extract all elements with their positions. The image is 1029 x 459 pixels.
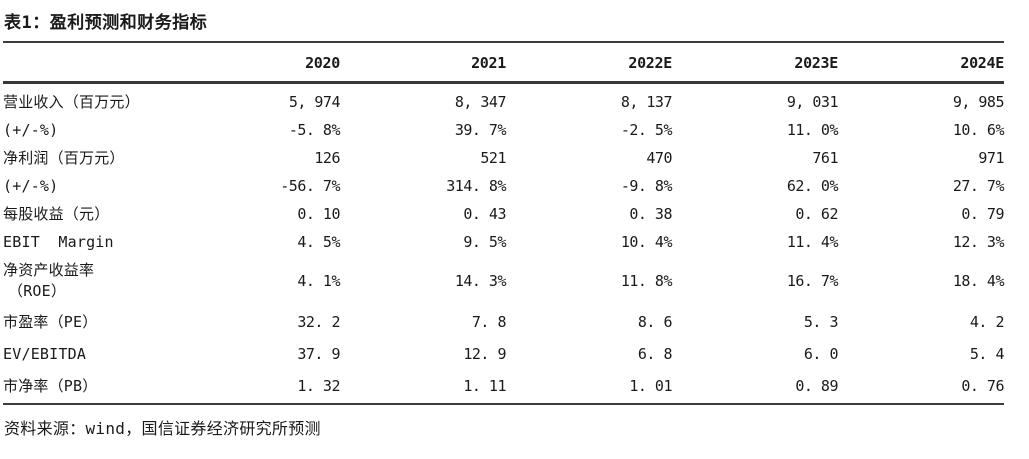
cell-value: 11. 0% [786, 121, 839, 139]
row-label: 营业收入（百万元） [3, 83, 174, 117]
financial-table-wrap: 2020 2021 2022E 2023E 2024E 营业收入（百万元） 5,… [3, 41, 1005, 405]
row-label: 市净率（PB） [3, 370, 174, 405]
row-label: EV/EBITDA [3, 338, 174, 370]
cell-value: 0. 76 [838, 370, 1005, 405]
table-row: EV/EBITDA 37. 9 12. 9 6. 8 6. 0 5. 4 [3, 338, 1005, 370]
cell-value: 1. 11 [340, 370, 507, 405]
table-row: (+/-%) -5. 8% 39. 7% -2. 5% 11. 0% 10. 6… [3, 116, 1005, 144]
cell-value: 9, 031 [786, 93, 839, 111]
cell-value: 4. 5% [297, 233, 340, 251]
cell-value: 0. 38 [629, 205, 672, 223]
table-header: 2020 2021 2022E 2023E 2024E [3, 43, 1004, 84]
cell-value: 0. 79 [961, 205, 1004, 223]
cell-value: 8, 347 [454, 93, 507, 111]
row-label-line1: EV/EBITDA [3, 345, 87, 363]
cell-value: 11. 4% [786, 233, 839, 251]
row-label-line1: (+/-%) [3, 121, 59, 139]
cell-value: 521 [480, 149, 506, 167]
cell-value: 4. 1% [297, 272, 340, 290]
source-note: 资料来源：wind，国信证券经济研究所预测 [4, 419, 321, 438]
cell-value: 62. 0% [786, 177, 839, 195]
row-label: 净利润（百万元） [3, 144, 174, 172]
cell-value: 0. 43 [463, 205, 506, 223]
cell-value: 37. 9 [297, 345, 340, 363]
row-label-line1: 营业收入（百万元） [3, 93, 140, 111]
cell-value: 8. 6 [637, 313, 673, 331]
table-row: 市盈率（PE） 32. 2 7. 8 8. 6 5. 3 4. 2 [3, 306, 1005, 338]
cell-value: 10. 4% [620, 233, 673, 251]
table-body: 营业收入（百万元） 5, 974 8, 347 8, 137 9, 031 9,… [3, 83, 1005, 405]
cell-value: 1. 01 [506, 370, 673, 405]
year-col-header: 2024E [838, 43, 1004, 84]
cell-value: 971 [978, 149, 1004, 167]
header-row: 2020 2021 2022E 2023E 2024E [3, 43, 1004, 84]
cell-value: 10. 6% [952, 121, 1005, 139]
row-label: (+/-%) [3, 116, 174, 144]
table-row: 营业收入（百万元） 5, 974 8, 347 8, 137 9, 031 9,… [3, 83, 1005, 117]
cell-value: -56. 7% [280, 177, 340, 195]
table-row: 市净率（PB） 1. 32 1. 11 1. 01 0. 89 0. 76 [3, 370, 1005, 405]
cell-value: 8, 137 [620, 93, 673, 111]
financial-table: 2020 2021 2022E 2023E 2024E 营业收入（百万元） 5,… [3, 43, 1005, 405]
cell-value: 9. 5% [463, 233, 506, 251]
row-label-col-header [3, 43, 174, 84]
cell-value: 12. 9 [463, 345, 506, 363]
cell-value: 5, 974 [288, 93, 341, 111]
row-label-line1: 净利润（百万元） [3, 149, 125, 167]
year-col-header: 2020 [174, 43, 340, 84]
cell-value: -5. 8% [288, 121, 341, 139]
row-label: EBIT Margin [3, 228, 174, 256]
cell-value: 5. 3 [803, 313, 839, 331]
cell-value: 126 [314, 149, 340, 167]
cell-value: 0. 10 [297, 205, 340, 223]
row-label: 每股收益（元） [3, 200, 174, 228]
cell-value: 11. 8% [620, 272, 673, 290]
table-row: EBIT Margin 4. 5% 9. 5% 10. 4% 11. 4% 12… [3, 228, 1005, 256]
cell-value: 7. 8 [471, 313, 507, 331]
cell-value: 0. 89 [672, 370, 839, 405]
table-row: (+/-%) -56. 7% 314. 8% -9. 8% 62. 0% 27.… [3, 172, 1005, 200]
cell-value: 314. 8% [446, 177, 506, 195]
cell-value: 761 [812, 149, 838, 167]
cell-value: 12. 3% [952, 233, 1005, 251]
row-label: (+/-%) [3, 172, 174, 200]
row-label-line2: （ROE） [8, 282, 67, 300]
cell-value: 27. 7% [952, 177, 1005, 195]
row-label: 市盈率（PE） [3, 306, 174, 338]
cell-value: 9, 985 [952, 93, 1005, 111]
row-label-line1: 市净率（PB） [3, 377, 98, 395]
row-label-line1: 净资产收益率 [3, 261, 95, 279]
cell-value: 6. 8 [637, 345, 673, 363]
row-label: 净资产收益率 （ROE） [3, 256, 174, 306]
cell-value: 5. 4 [969, 345, 1005, 363]
table-row: 净资产收益率 （ROE） 4. 1% 14. 3% 11. 8% 16. 7% 1… [3, 256, 1005, 306]
cell-value: 0. 62 [795, 205, 838, 223]
row-label-line1: (+/-%) [3, 177, 59, 195]
cell-value: 470 [646, 149, 672, 167]
cell-value: 32. 2 [297, 313, 340, 331]
year-col-header: 2021 [340, 43, 506, 84]
row-label-line1: 每股收益（元） [3, 205, 110, 223]
cell-value: 1. 32 [174, 370, 341, 405]
cell-value: 16. 7% [786, 272, 839, 290]
row-label-line1: 市盈率（PE） [3, 313, 98, 331]
cell-value: 4. 2 [969, 313, 1005, 331]
cell-value: -9. 8% [620, 177, 673, 195]
cell-value: 14. 3% [454, 272, 507, 290]
year-col-header: 2023E [672, 43, 838, 84]
year-col-header: 2022E [506, 43, 672, 84]
cell-value: 39. 7% [454, 121, 507, 139]
table-row: 每股收益（元） 0. 10 0. 43 0. 38 0. 62 0. 79 [3, 200, 1005, 228]
table-title: 表1：盈利预测和财务指标 [4, 13, 208, 33]
table-row: 净利润（百万元） 126 521 470 761 971 [3, 144, 1005, 172]
report-table-page: 表1：盈利预测和财务指标 2020 2021 2022E 2023E 2024E… [3, 13, 1005, 438]
row-label-line1: EBIT Margin [3, 233, 114, 251]
cell-value: -2. 5% [620, 121, 673, 139]
cell-value: 6. 0 [803, 345, 839, 363]
cell-value: 18. 4% [952, 272, 1005, 290]
